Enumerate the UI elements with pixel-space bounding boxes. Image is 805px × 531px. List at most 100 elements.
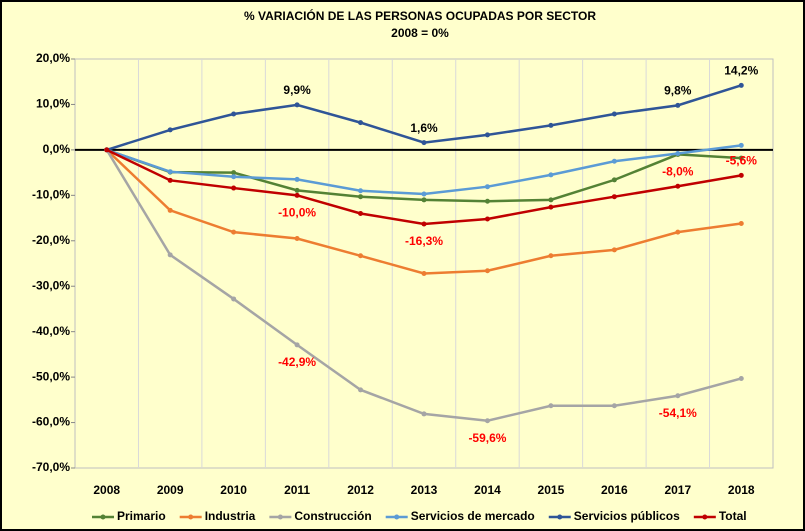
point-marker [675,393,681,399]
x-tick-label: 2013 [411,483,438,497]
y-tick-label: -20,0% [32,233,70,247]
point-marker [421,191,427,197]
chart-subtitle: 2008 = 0% [391,26,449,40]
point-marker [231,111,237,117]
point-marker [358,120,364,126]
y-tick-label: 20,0% [36,51,70,65]
legend-label: Servicios de mercado [411,509,535,523]
x-tick-label: 2010 [220,483,247,497]
point-marker [548,122,554,128]
point-marker [484,198,490,204]
legend-marker [100,514,106,520]
point-marker [167,207,173,213]
point-marker [421,270,427,276]
y-tick-label: -60,0% [32,415,70,429]
point-marker [231,185,237,191]
x-tick-label: 2008 [93,483,120,497]
point-marker [358,188,364,194]
x-tick-label: 2012 [347,483,374,497]
point-marker [167,169,173,175]
point-marker [484,418,490,424]
legend-label: Total [719,509,747,523]
data-label: -42,9% [278,355,316,369]
point-marker [484,268,490,274]
point-marker [675,151,681,157]
x-tick-label: 2017 [664,483,691,497]
x-tick-label: 2011 [284,483,310,497]
point-marker [548,172,554,178]
point-marker [294,102,300,108]
point-marker [675,102,681,108]
point-marker [738,172,744,178]
legend-label: Servicios públicos [574,509,680,523]
legend-label: Construcción [294,509,371,523]
point-marker [611,177,617,183]
legend-label: Primario [117,509,166,523]
legend-marker [394,514,400,520]
point-marker [167,252,173,258]
legend-marker [188,514,194,520]
point-marker [738,82,744,88]
y-tick-label: -50,0% [32,369,70,383]
legend-marker [557,514,563,520]
point-marker [421,411,427,417]
point-marker [548,253,554,259]
x-tick-label: 2009 [157,483,184,497]
point-marker [421,140,427,146]
point-marker [675,229,681,235]
x-tick-label: 2014 [474,483,501,497]
point-marker [738,142,744,148]
point-marker [358,194,364,200]
y-tick-label: -30,0% [32,278,70,292]
legend-marker [702,514,708,520]
data-label: -8,0% [662,164,694,178]
legend-label: Industria [205,509,256,523]
point-marker [104,147,110,153]
x-tick-label: 2018 [728,483,755,497]
data-label: -59,6% [468,431,506,445]
point-marker [231,229,237,235]
point-marker [548,403,554,409]
point-marker [548,197,554,203]
data-label: 9,9% [283,83,311,97]
point-marker [611,403,617,409]
x-tick-label: 2015 [538,483,565,497]
point-marker [611,111,617,117]
point-marker [611,158,617,164]
data-label: -5,6% [726,154,758,168]
y-tick-label: 10,0% [36,97,70,111]
point-marker [358,211,364,217]
point-marker [231,296,237,302]
plot-area [74,58,774,469]
legend-marker [277,514,283,520]
y-tick-label: 0,0% [43,142,71,156]
data-label: 9,8% [664,84,692,98]
y-tick-label: -40,0% [32,324,70,338]
point-marker [294,192,300,198]
chart-title: % VARIACIÓN DE LAS PERSONAS OCUPADAS POR… [244,8,596,23]
point-marker [167,127,173,133]
point-marker [738,375,744,381]
point-marker [738,155,744,161]
data-label: -10,0% [278,206,316,220]
y-tick-label: -10,0% [32,188,70,202]
x-tick-label: 2016 [601,483,628,497]
point-marker [484,132,490,138]
point-marker [294,236,300,242]
point-marker [231,174,237,180]
point-marker [484,216,490,222]
data-label: -54,1% [659,406,697,420]
point-marker [421,197,427,203]
point-marker [294,342,300,348]
point-marker [675,183,681,189]
point-marker [611,247,617,253]
point-marker [358,387,364,393]
point-marker [484,184,490,190]
data-label: 14,2% [724,64,758,78]
point-marker [294,187,300,193]
point-marker [294,176,300,182]
data-label: 1,6% [410,121,438,135]
point-marker [738,221,744,227]
data-label: -16,3% [405,234,443,248]
